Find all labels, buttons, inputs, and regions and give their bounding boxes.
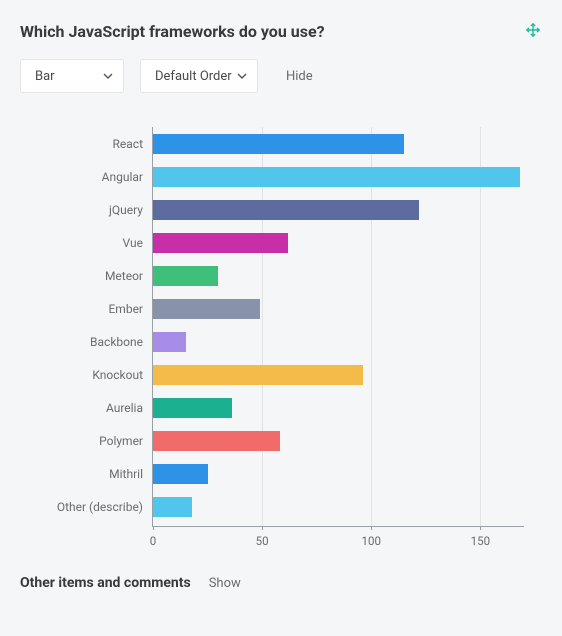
bar-label: Meteor xyxy=(105,269,153,283)
order-label: Default Order xyxy=(155,69,232,84)
x-tick-label: 0 xyxy=(150,534,156,548)
x-tick-label: 100 xyxy=(362,534,381,548)
chart-type-label: Bar xyxy=(35,69,55,84)
x-tick xyxy=(153,526,154,530)
bar-label: Vue xyxy=(123,236,153,250)
bar xyxy=(153,431,280,451)
bar-label: Backbone xyxy=(90,335,153,349)
bar-row: Angular xyxy=(153,167,524,187)
bar-label: Mithril xyxy=(109,467,153,481)
move-icon[interactable] xyxy=(524,22,542,41)
bar-row: React xyxy=(153,134,524,154)
footer-title: Other items and comments xyxy=(20,575,191,591)
x-tick-label: 150 xyxy=(471,534,490,548)
controls-row: Bar Default Order Hide xyxy=(20,59,542,93)
bar xyxy=(153,464,208,484)
bar-label: Aurelia xyxy=(106,401,153,415)
chart-plot: 050100150ReactAngularjQueryVueMeteorEmbe… xyxy=(152,127,524,527)
bar-row: Backbone xyxy=(153,332,524,352)
bar-row: Other (describe) xyxy=(153,497,524,517)
bar xyxy=(153,398,232,418)
bar-row: Mithril xyxy=(153,464,524,484)
chevron-down-icon xyxy=(237,71,247,81)
bar-label: React xyxy=(113,137,154,151)
bar-row: Knockout xyxy=(153,365,524,385)
chart-container: 0 50 100 150 React Angular jQuery Vue Meteor Embe… xyxy=(20,127,542,555)
bar xyxy=(153,266,218,286)
survey-panel: Which JavaScript frameworks do you use? … xyxy=(0,0,562,609)
bar xyxy=(153,200,419,220)
x-tick xyxy=(371,526,372,530)
bar-row: jQuery xyxy=(153,200,524,220)
x-tick xyxy=(480,526,481,530)
bar-label: Polymer xyxy=(99,434,153,448)
bar xyxy=(153,134,404,154)
bar-row: Meteor xyxy=(153,266,524,286)
show-link[interactable]: Show xyxy=(209,576,241,591)
panel-header: Which JavaScript frameworks do you use? xyxy=(20,22,542,41)
bar xyxy=(153,365,363,385)
panel-title: Which JavaScript frameworks do you use? xyxy=(20,22,325,41)
bar-label: Ember xyxy=(108,302,153,316)
bar xyxy=(153,332,186,352)
footer-row: Other items and comments Show xyxy=(20,575,542,591)
bar-label: jQuery xyxy=(109,203,153,217)
hide-link[interactable]: Hide xyxy=(286,69,313,84)
bar-row: Aurelia xyxy=(153,398,524,418)
bar xyxy=(153,497,192,517)
bar-row: Ember xyxy=(153,299,524,319)
bar-row: Vue xyxy=(153,233,524,253)
bar-row: Polymer xyxy=(153,431,524,451)
x-tick xyxy=(262,526,263,530)
chevron-down-icon xyxy=(103,71,113,81)
order-select[interactable]: Default Order xyxy=(140,59,258,93)
bar-label: Other (describe) xyxy=(57,500,153,514)
bar xyxy=(153,167,520,187)
x-tick-label: 50 xyxy=(256,534,269,548)
chart-type-select[interactable]: Bar xyxy=(20,59,124,93)
bar xyxy=(153,299,260,319)
bar xyxy=(153,233,288,253)
bar-label: Angular xyxy=(102,170,153,184)
bar-label: Knockout xyxy=(92,368,153,382)
